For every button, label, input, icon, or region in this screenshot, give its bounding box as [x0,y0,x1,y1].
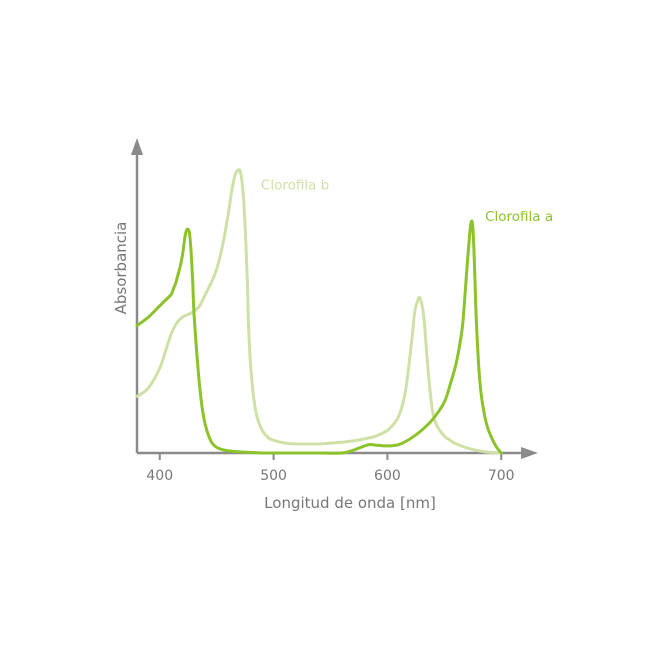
y-axis-arrow [131,138,143,155]
series-line-clorofila-a [135,219,503,455]
series-label-clorofila-b: Clorofila b [261,178,329,194]
x-tick-label: 700 [488,468,515,484]
annotation-layer: Clorofila b Clorofila a [261,178,553,225]
series-layer [135,168,503,455]
series-label-clorofila-a: Clorofila a [485,209,553,225]
y-axis-label: Absorbancia [112,222,130,315]
x-tick-label: 600 [374,468,401,484]
x-axis-label: Longitud de onda [nm] [264,494,436,512]
x-tick-label: 400 [146,468,173,484]
series-line-clorofila-b [135,168,503,455]
x-ticks: 400 500 600 700 [146,453,515,484]
x-tick-label: 500 [260,468,287,484]
x-axis-arrow [521,447,538,459]
